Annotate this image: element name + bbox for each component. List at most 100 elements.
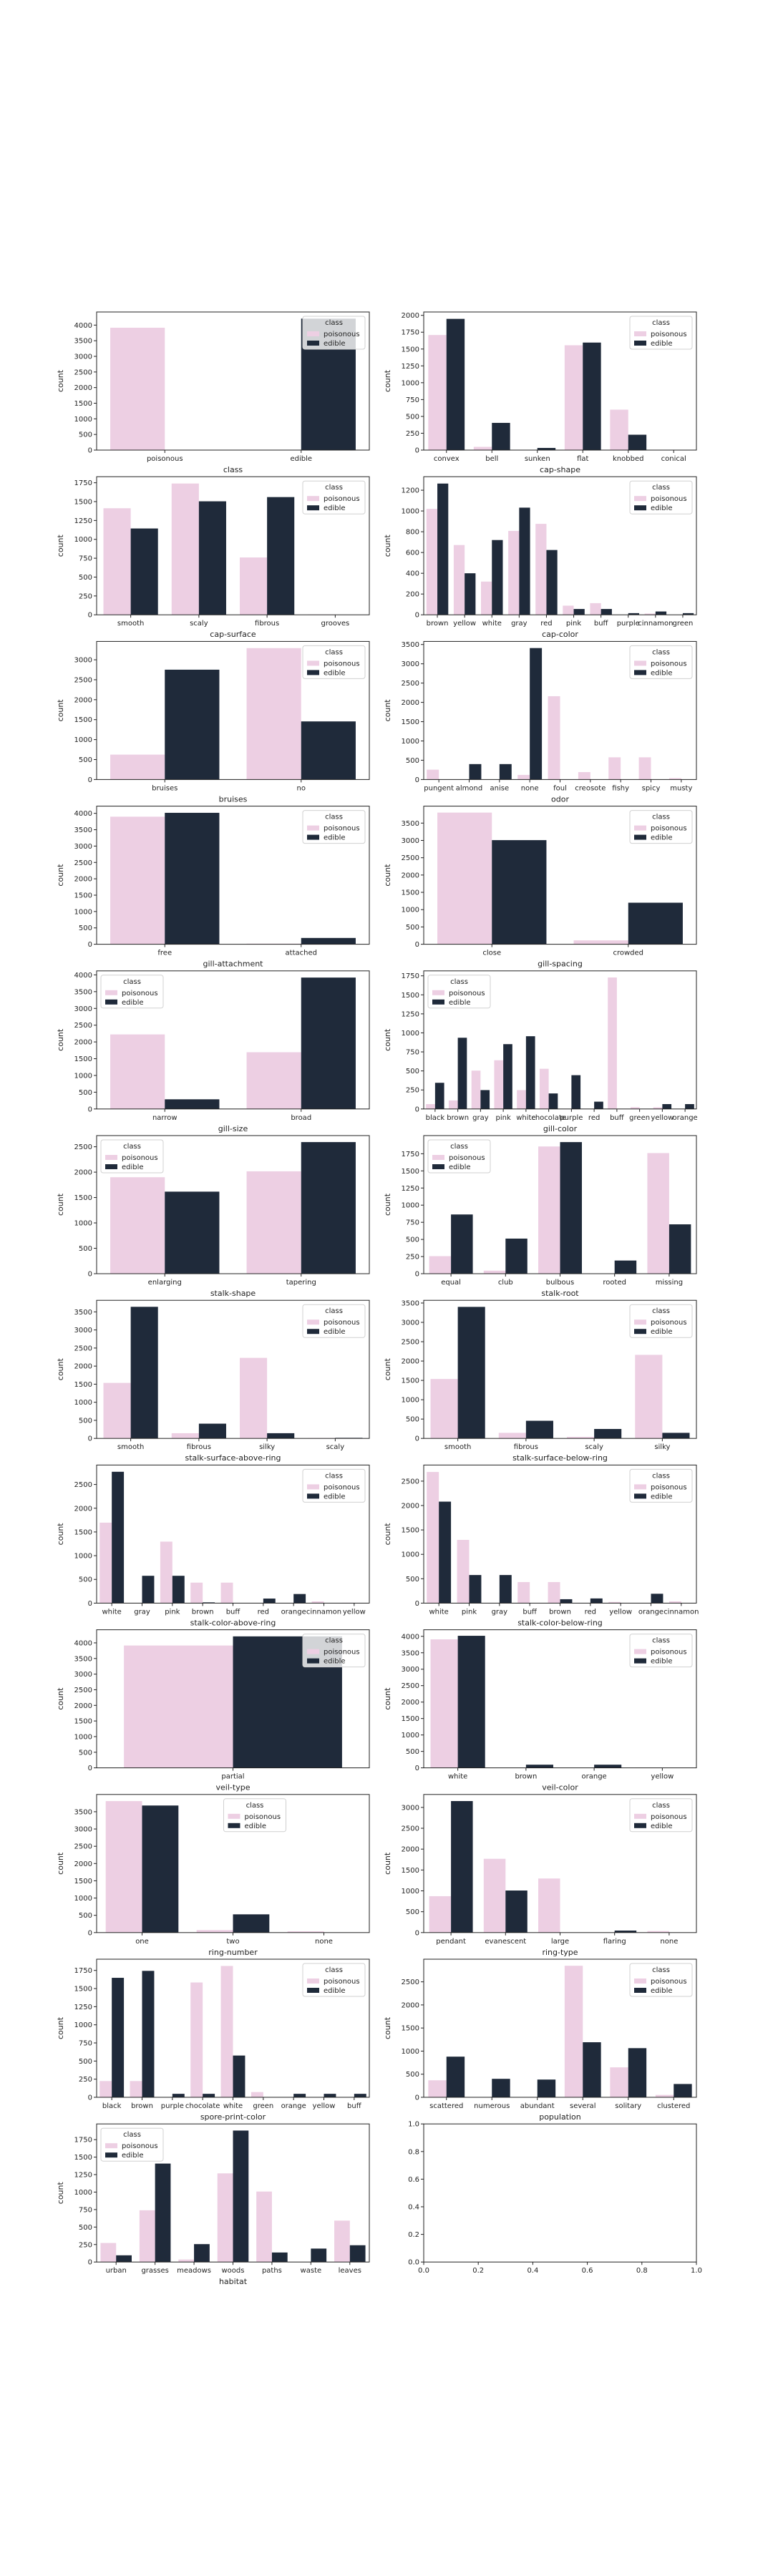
legend-label-poisonous: poisonous [122, 1154, 158, 1162]
legend-label-edible: edible [122, 1163, 144, 1171]
bar-poisonous-fibrous [498, 1433, 526, 1439]
axes-frame [423, 1794, 697, 1933]
legend-label-edible: edible [324, 504, 346, 512]
bar-poisonous-pungent [427, 769, 439, 780]
bar-poisonous-one [105, 1801, 142, 1933]
y-tick-label: 0.4 [408, 2204, 419, 2212]
bar-poisonous-bell [473, 447, 492, 450]
bar-poisonous-cinnamon [669, 1601, 681, 1604]
bar-edible-woods [233, 2130, 249, 2263]
x-tick-label-brown: brown [447, 1114, 469, 1122]
y-tick-label: 0 [415, 1929, 419, 1937]
bar-poisonous-white [220, 1966, 233, 2097]
legend-label-edible: edible [651, 1493, 673, 1501]
y-tick-label: 1750 [74, 1967, 92, 1975]
axes-frame [96, 2123, 370, 2263]
bar-edible-red [590, 1598, 603, 1604]
bar-edible-gray [519, 507, 530, 615]
bar-poisonous-brown [130, 2081, 142, 2097]
bar-edible-gray [142, 1576, 155, 1604]
y-tick-label: 2000 [74, 1363, 92, 1371]
bar-edible-brown [142, 1971, 155, 2097]
bar-edible-smooth [130, 528, 158, 615]
x-tick-label-abundant: abundant [520, 2102, 555, 2110]
legend-label-edible: edible [651, 1987, 673, 1995]
y-tick-label: 0 [88, 1271, 92, 1279]
x-tick-label-white: white [516, 1114, 535, 1122]
y-tick-label: 2000 [402, 1846, 419, 1854]
y-axis-label: count [56, 1028, 65, 1051]
bar-edible-yellow [662, 1103, 672, 1109]
legend-label-poisonous: poisonous [324, 1319, 360, 1327]
y-tick-label: 2000 [402, 699, 419, 707]
y-tick-label: 0 [415, 1765, 419, 1772]
legend-swatch-poisonous [105, 1155, 117, 1160]
y-tick-label: 1000 [74, 1220, 92, 1228]
bar-poisonous-partial [124, 1645, 233, 1768]
y-tick-label: 3000 [74, 1005, 92, 1013]
x-axis-label: ring-number [208, 1948, 258, 1957]
x-tick-label-edible: edible [290, 455, 312, 463]
bar-edible-white [492, 540, 503, 615]
x-tick-label-pink: pink [165, 1608, 180, 1616]
axes-frame [423, 970, 697, 1110]
y-tick-label: 1750 [402, 329, 419, 337]
legend-swatch-poisonous [634, 331, 646, 336]
y-tick-label: 4000 [74, 322, 92, 330]
legend-swatch-edible [228, 1823, 240, 1828]
y-axis-label: count [56, 1523, 65, 1546]
y-tick-label: 0 [88, 1106, 92, 1113]
y-tick-label: 2000 [74, 1039, 92, 1047]
y-tick-label: 3000 [402, 1319, 419, 1327]
legend-label-edible: edible [122, 999, 144, 1007]
chart-panel-cap-color: brown yellow white gray red pink buff purplecin… [383, 476, 697, 639]
legend-title: class [652, 1802, 670, 1810]
legend-swatch-edible [307, 1329, 319, 1335]
bar-poisonous-solitary [610, 2067, 628, 2097]
x-tick-label-smooth: smooth [444, 1443, 471, 1451]
legend-label-poisonous: poisonous [651, 1319, 687, 1327]
y-tick-label: 1000 [402, 738, 419, 746]
x-tick-label-pink: pink [495, 1114, 510, 1122]
x-tick-label-equal: equal [441, 1279, 461, 1287]
x-tick-label-smooth: smooth [117, 1443, 144, 1451]
y-tick-label: 0 [415, 1600, 419, 1608]
x-tick-label-white: white [102, 1608, 121, 1616]
chart-panel-stalk-surface-below-ring: smooth fibrous scaly silky 0 500 1000 1500 2000 2… [383, 1299, 697, 1463]
legend-label-edible: edible [651, 1658, 673, 1666]
x-tick-label-buff: buff [226, 1608, 241, 1616]
x-tick-label-none: none [660, 1938, 678, 1946]
x-tick-label-no: no [297, 784, 306, 792]
y-tick-label: 0.0 [408, 2259, 419, 2267]
bar-edible-cinnamon [655, 611, 667, 615]
bar-poisonous-yellow [653, 1107, 663, 1109]
legend-label-edible: edible [244, 1823, 266, 1830]
legend-label-poisonous: poisonous [651, 825, 687, 833]
bar-poisonous-red [535, 524, 547, 615]
x-tick-label-meadows: meadows [177, 2267, 211, 2275]
y-tick-label: 1500 [74, 1528, 92, 1536]
x-tick-label-enlarging: enlarging [148, 1279, 182, 1287]
x-tick-label-bulbous: bulbous [546, 1279, 574, 1287]
x-tick-label-purple: purple [161, 2102, 184, 2110]
y-tick-label: 1000 [402, 1888, 419, 1896]
y-tick-label: 600 [406, 550, 419, 557]
legend-swatch-poisonous [228, 1813, 240, 1819]
chart-panel-odor: pungent almond anise none foul creosote fishy s… [383, 640, 697, 804]
legend-label-edible: edible [651, 504, 673, 512]
y-tick-label: 500 [79, 1089, 92, 1097]
chart-panel-gill-attachment: free attached 0 500 1000 1500 2000 2500 3000 3500… [56, 806, 370, 969]
bar-poisonous-scaly [171, 483, 199, 615]
x-axis-label: cap-color [542, 630, 578, 639]
bar-poisonous-foul [548, 696, 560, 780]
x-tick-label-rooted: rooted [603, 1279, 626, 1287]
y-axis-label: count [383, 1193, 392, 1216]
legend-label-edible: edible [651, 834, 673, 842]
x-tick-label-buff: buff [610, 1114, 625, 1122]
x-axis-label: stalk-surface-below-ring [512, 1453, 608, 1463]
legend-swatch-edible [307, 1988, 319, 1993]
